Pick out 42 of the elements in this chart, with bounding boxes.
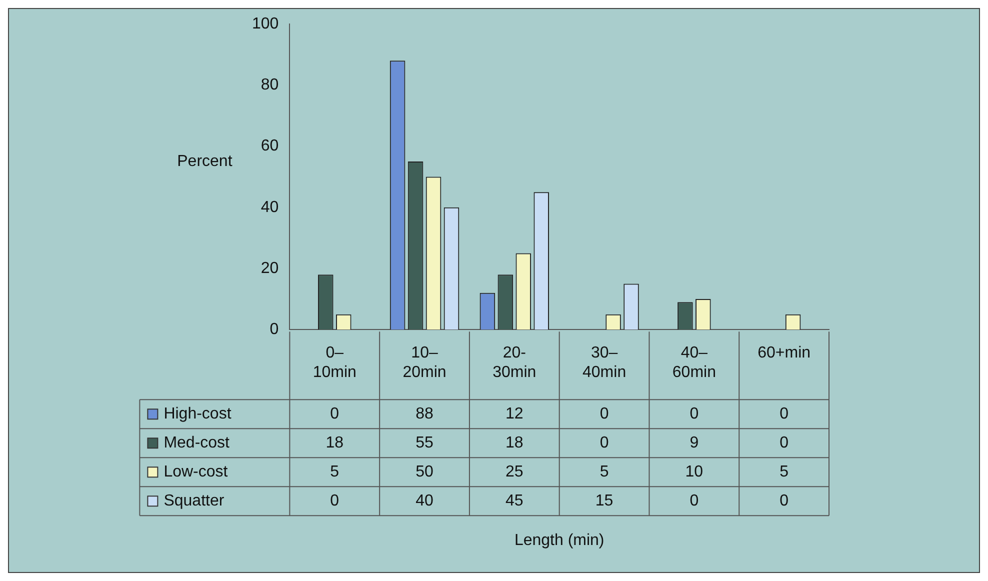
x-tick-label: 40–60min	[672, 344, 716, 381]
legend-label: High-cost	[164, 406, 232, 423]
x-tick-label: 30–40min	[582, 344, 626, 381]
data-label: 40	[416, 492, 434, 510]
y-axis-title: Percent	[177, 152, 233, 170]
data-label: 5	[780, 464, 789, 481]
legend-label: Med-cost	[164, 434, 230, 452]
data-label: 88	[416, 406, 434, 423]
x-tick-label: 0–10min	[312, 344, 356, 381]
y-tick-label: 20	[260, 260, 279, 277]
y-tick-label: 100	[252, 15, 279, 32]
y-tick-label: 80	[260, 76, 279, 94]
data-label: 10	[685, 464, 704, 481]
y-tick-label: 60	[260, 138, 279, 155]
data-label: 0	[330, 406, 340, 423]
data-label: 18	[506, 434, 524, 452]
data-label: 0	[780, 406, 789, 423]
data-label: 18	[326, 434, 344, 452]
data-label: 15	[595, 492, 614, 510]
data-label: 9	[690, 434, 699, 452]
text: Length (min)	[514, 532, 604, 550]
legend-label: Squatter	[164, 492, 225, 510]
data-label: 0	[600, 434, 609, 452]
data-label: 5	[600, 464, 609, 481]
data-label: 0	[330, 492, 340, 510]
y-tick-label: 40	[260, 198, 279, 216]
x-tick-label: 60+min	[758, 344, 811, 362]
data-label: 55	[416, 434, 434, 452]
data-label: 45	[506, 492, 524, 510]
data-label: 0	[690, 406, 699, 423]
legend-label: Low-cost	[164, 464, 228, 481]
data-label: 0	[780, 492, 789, 510]
data-label: 0	[600, 406, 609, 423]
data-label: 12	[506, 406, 524, 423]
data-label: 25	[506, 464, 524, 481]
x-tick-label: 10–20min	[402, 344, 446, 381]
data-label: 50	[416, 464, 434, 481]
data-label: 5	[330, 464, 340, 481]
x-tick-label: 20-30min	[492, 344, 536, 381]
data-label: 0	[780, 434, 789, 452]
y-tick-label: 0	[270, 321, 279, 338]
data-label: 0	[690, 492, 699, 510]
